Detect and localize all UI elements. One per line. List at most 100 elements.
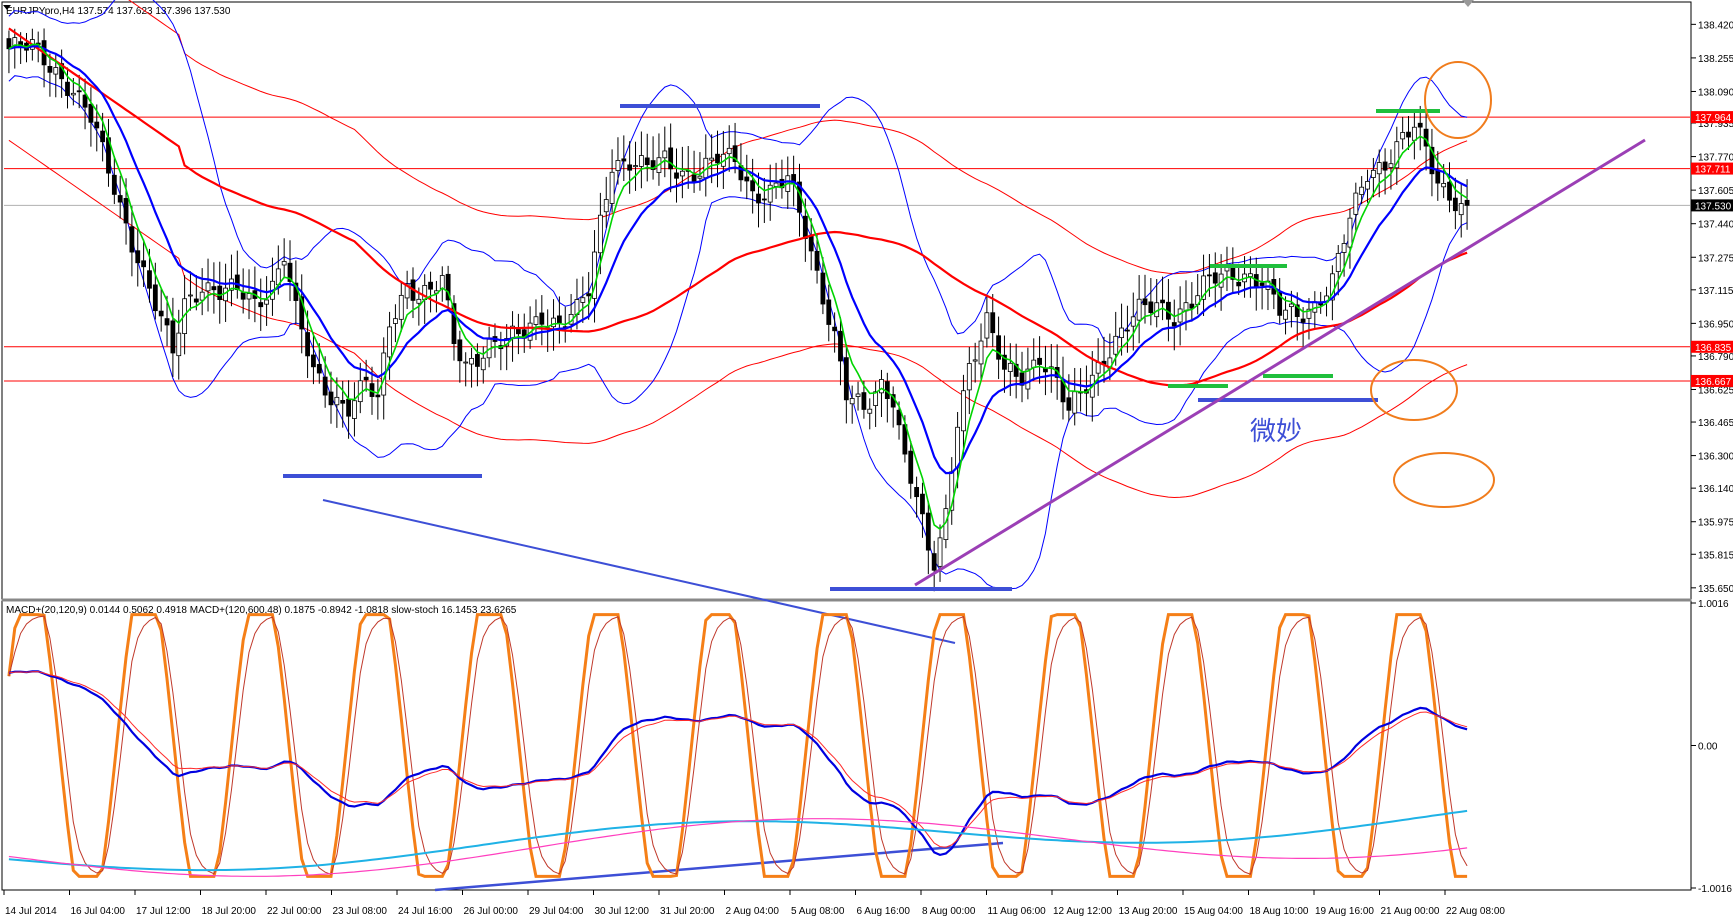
candle xyxy=(1441,183,1447,188)
window-header: EURJPYpro,H4 137.574 137.623 137.396 137… xyxy=(6,6,231,17)
indicator-tick-label: -1.0016 xyxy=(1698,884,1732,895)
candle xyxy=(1125,329,1130,332)
candle xyxy=(387,326,392,358)
candle xyxy=(363,376,369,381)
candle xyxy=(147,270,152,289)
candle xyxy=(123,198,129,224)
candle xyxy=(808,234,814,252)
candle xyxy=(551,317,556,328)
candle xyxy=(299,296,305,330)
indicator-header: MACD+(20,120,9) 0.0144 0.5062 0.4918 MAC… xyxy=(6,605,517,616)
candle xyxy=(627,164,633,171)
stoch-main-line xyxy=(7,613,1468,878)
price-label-box xyxy=(1691,199,1733,212)
axis-layer: 138.420 138.255 138.090 137.935 137.770 137.6… xyxy=(3,20,1733,917)
candle xyxy=(744,176,750,182)
circle-highlight-2 xyxy=(1370,359,1458,421)
price-tick-label: 136.950 xyxy=(1698,319,1733,330)
candle xyxy=(47,66,53,73)
candle xyxy=(1400,132,1406,140)
time-tick-label: 31 Jul 20:00 xyxy=(660,906,715,917)
candle xyxy=(1464,199,1470,206)
candle xyxy=(1037,357,1042,365)
candle xyxy=(475,354,480,367)
time-tick-label: 22 Aug 08:00 xyxy=(1446,906,1505,917)
candle xyxy=(229,278,234,291)
candle xyxy=(1207,274,1212,277)
candle xyxy=(1382,161,1388,171)
candle xyxy=(750,180,756,192)
candle xyxy=(1341,243,1347,253)
candle xyxy=(937,537,943,567)
candle xyxy=(556,315,562,324)
candle xyxy=(1072,391,1078,414)
annotation-text: 微妙 xyxy=(1250,417,1302,447)
bollinger-lower xyxy=(8,75,1468,590)
indicator-tick-label: 1.0016 xyxy=(1698,599,1729,610)
candle xyxy=(340,400,346,404)
candle xyxy=(117,195,123,203)
candle xyxy=(1171,322,1177,327)
price-tick-label: 138.090 xyxy=(1698,87,1733,98)
dropdown-arrow-icon[interactable] xyxy=(3,5,11,10)
candle xyxy=(516,329,521,335)
candle xyxy=(439,275,445,290)
price-label: 136.835 xyxy=(1695,343,1732,354)
candle xyxy=(761,198,767,201)
candle xyxy=(322,376,328,396)
candle xyxy=(1189,303,1195,309)
candle xyxy=(1306,308,1312,319)
candle xyxy=(709,157,715,161)
candle xyxy=(211,286,217,291)
candle xyxy=(621,158,627,162)
indicator-pane-frame xyxy=(1,600,1692,891)
price-tick-label: 137.770 xyxy=(1698,153,1733,164)
candle xyxy=(914,487,920,498)
candle xyxy=(463,361,469,364)
candle xyxy=(1388,163,1394,168)
candle xyxy=(732,145,738,163)
time-tick-label: 12 Aug 12:00 xyxy=(1053,906,1112,917)
trend-line xyxy=(914,138,1646,587)
candle xyxy=(615,160,621,171)
candle xyxy=(375,394,381,398)
scroll-marker-icon xyxy=(1462,0,1474,7)
candle xyxy=(1294,304,1300,317)
candle xyxy=(814,250,820,271)
time-tick-label: 23 Jul 08:00 xyxy=(333,906,388,917)
candle xyxy=(931,553,937,571)
candle xyxy=(580,297,586,303)
candle xyxy=(1288,303,1294,308)
candle xyxy=(908,450,914,484)
candle xyxy=(838,330,843,362)
candle xyxy=(539,312,545,325)
candle xyxy=(1370,169,1376,178)
envelope-lower xyxy=(8,139,1468,499)
candle xyxy=(352,400,357,419)
candle xyxy=(1300,318,1306,323)
candle xyxy=(316,364,322,374)
candle xyxy=(82,94,88,108)
candle xyxy=(650,160,656,170)
candle xyxy=(94,121,100,129)
candle xyxy=(205,282,211,292)
time-tick-label: 2 Aug 04:00 xyxy=(726,906,780,917)
candle xyxy=(679,170,685,177)
candle xyxy=(873,391,879,406)
time-tick-label: 21 Aug 00:00 xyxy=(1381,906,1440,917)
candle xyxy=(633,165,638,168)
candle xyxy=(1365,181,1370,190)
ma-mid-line xyxy=(8,44,1468,475)
candle xyxy=(990,312,996,334)
time-tick-label: 22 Jul 00:00 xyxy=(267,906,322,917)
candle xyxy=(597,214,603,254)
candle xyxy=(638,155,644,167)
price-tick-label: 136.465 xyxy=(1698,418,1733,429)
candle xyxy=(896,409,902,426)
candle xyxy=(879,379,884,394)
candle xyxy=(287,262,293,282)
stoch-signal-line xyxy=(8,615,1468,875)
candle xyxy=(129,226,135,253)
time-tick-label: 15 Aug 04:00 xyxy=(1184,906,1243,917)
